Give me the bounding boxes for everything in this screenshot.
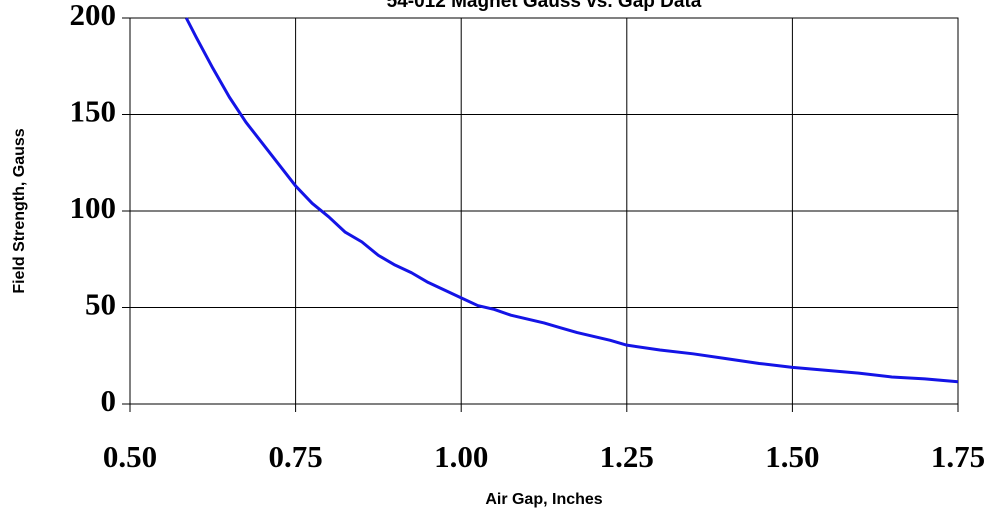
y-tick-label: 50 — [85, 287, 116, 322]
y-axis-title: Field Strength, Gauss — [11, 128, 28, 293]
x-tick-label: 1.50 — [765, 439, 819, 474]
y-tick-label: 100 — [70, 190, 117, 225]
x-tick-label: 0.75 — [268, 439, 322, 474]
y-tick-label: 200 — [70, 0, 117, 32]
x-axis-title: Air Gap, Inches — [485, 491, 602, 508]
data-line — [184, 17, 959, 384]
y-tick-label: 0 — [101, 383, 117, 418]
x-tick-label: 1.25 — [600, 439, 654, 474]
x-tick-label: 0.50 — [103, 439, 157, 474]
x-tick-label: 1.75 — [931, 439, 985, 474]
chart-title: 54-012 Magnet Gauss vs. Gap Data — [387, 0, 702, 12]
x-tick-label: 1.00 — [434, 439, 488, 474]
y-tick-label: 150 — [70, 94, 117, 129]
plot-border — [129, 17, 959, 405]
